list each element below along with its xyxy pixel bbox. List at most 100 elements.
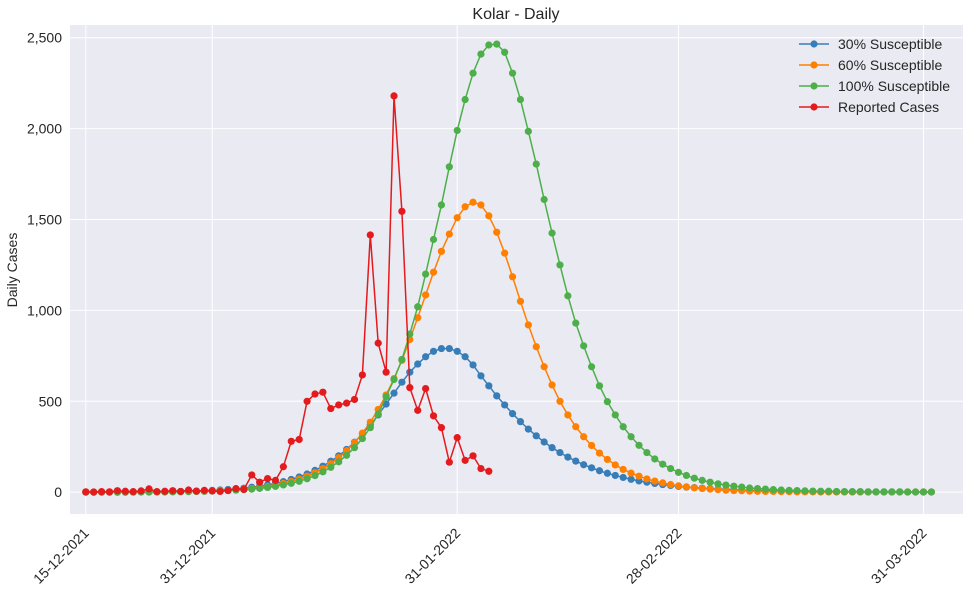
data-point (256, 478, 264, 486)
data-point (856, 488, 864, 496)
data-point (453, 214, 461, 222)
data-point (342, 451, 351, 459)
data-point (659, 460, 667, 468)
data-point (556, 397, 564, 405)
data-point (627, 469, 635, 477)
data-point (667, 464, 675, 473)
data-point (548, 229, 556, 237)
data-point (145, 485, 153, 493)
data-point (643, 448, 651, 457)
data-point (311, 472, 319, 480)
data-point (793, 486, 801, 495)
data-point (390, 92, 398, 100)
x-tick-label: 31-12-2021 (156, 525, 218, 587)
data-point (445, 344, 453, 353)
data-point (532, 432, 540, 440)
data-point (374, 339, 382, 347)
data-point (674, 482, 683, 490)
data-point (587, 441, 596, 450)
data-point (524, 321, 532, 329)
data-point (398, 207, 406, 215)
data-point (753, 484, 762, 493)
series-line (85, 95, 490, 493)
y-tick-label: 1,000 (27, 302, 62, 318)
data-point (690, 484, 698, 492)
data-point (184, 486, 193, 494)
data-point (461, 95, 469, 104)
data-point (263, 483, 272, 492)
data-point (429, 347, 438, 355)
data-point (177, 487, 185, 496)
data-point (366, 231, 374, 239)
data-point (761, 485, 770, 493)
data-point (422, 353, 430, 361)
data-point (690, 474, 698, 482)
data-point (564, 453, 572, 461)
data-point (319, 388, 327, 396)
data-point (556, 448, 564, 457)
data-point (414, 360, 422, 368)
plot-background (70, 25, 963, 514)
data-point (698, 484, 706, 493)
data-point (714, 486, 722, 494)
data-point (429, 235, 438, 244)
data-point (508, 410, 517, 418)
data-point (279, 481, 287, 489)
data-point (572, 457, 580, 465)
data-point (105, 488, 114, 496)
data-point (674, 468, 683, 476)
data-point (501, 401, 509, 409)
data-point (248, 471, 256, 479)
data-point (516, 95, 525, 104)
data-point (587, 363, 596, 371)
data-point (832, 487, 841, 496)
data-point (580, 342, 588, 350)
data-point (224, 486, 232, 495)
data-point (445, 163, 453, 171)
data-point (414, 303, 422, 311)
data-point (556, 261, 564, 269)
data-point (113, 487, 122, 495)
data-point (271, 482, 280, 490)
data-point (904, 488, 912, 496)
data-point (888, 488, 896, 496)
chart-title: Kolar - Daily (472, 6, 559, 23)
data-point (801, 487, 809, 495)
data-point (422, 291, 430, 299)
data-point (303, 397, 311, 405)
data-point (540, 363, 548, 371)
data-point (627, 475, 635, 483)
data-point (350, 444, 359, 452)
data-point (840, 488, 849, 496)
legend-marker (810, 103, 818, 111)
data-point (580, 433, 588, 441)
data-point (635, 441, 643, 449)
data-point (682, 483, 691, 491)
data-point (469, 361, 477, 369)
data-point (342, 399, 351, 407)
data-point (382, 393, 390, 401)
data-point (437, 344, 446, 353)
data-point (390, 389, 398, 397)
data-point (429, 268, 438, 276)
legend-item: 30% Susceptible (799, 36, 943, 52)
data-point (477, 201, 485, 209)
x-tick-label: 15-12-2021 (30, 525, 92, 587)
legend-marker (810, 40, 818, 48)
data-point (461, 353, 469, 361)
data-point (848, 488, 856, 496)
data-point (469, 452, 477, 460)
data-point (453, 126, 461, 135)
data-point (919, 488, 928, 496)
data-point (611, 471, 619, 480)
data-point (169, 487, 177, 495)
data-point (414, 314, 422, 322)
data-point (82, 488, 90, 496)
data-point (98, 488, 106, 496)
data-point (208, 487, 216, 495)
data-point (390, 375, 398, 384)
data-point (651, 455, 659, 463)
data-point (350, 438, 359, 447)
data-point (580, 461, 588, 469)
